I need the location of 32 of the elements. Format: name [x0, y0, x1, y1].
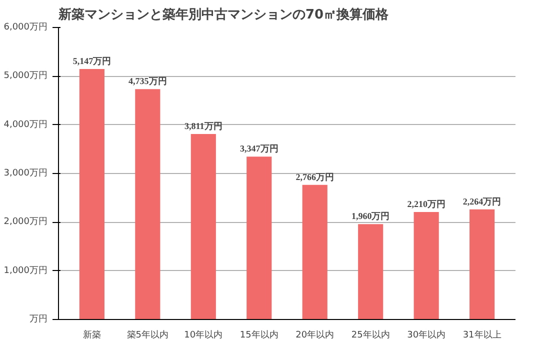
y-tick-label: 1,000万円 [4, 266, 48, 276]
bar [358, 224, 384, 320]
data-label: 4,735万円 [128, 76, 167, 86]
bar [79, 69, 104, 320]
bar [190, 134, 216, 320]
x-tick-label: 10年以内 [184, 330, 223, 340]
bar [470, 209, 495, 320]
x-tick-label: 25年以内 [351, 330, 390, 340]
bar [246, 156, 272, 320]
y-tick-label: 2,000万円 [4, 217, 48, 228]
y-tick-label: 3,000万円 [4, 168, 48, 178]
bar [302, 184, 328, 320]
bar [414, 212, 439, 320]
data-label: 3,811万円 [184, 121, 222, 132]
data-label: 2,210万円 [407, 198, 446, 209]
data-label: 5,147万円 [72, 56, 112, 66]
chart-title: 新築マンションと築年別中古マンションの70㎡換算価格 [58, 6, 390, 22]
data-label: 2,264万円 [462, 196, 502, 206]
y-tick-label: 6,000万円 [4, 22, 48, 32]
y-tick-label: 5,000万円 [4, 71, 48, 82]
bar [135, 89, 160, 320]
data-label: 1,960万円 [351, 211, 390, 222]
data-label: 2,766万円 [296, 172, 334, 182]
data-label: 3,347万円 [240, 144, 278, 154]
x-tick-label: 20年以内 [296, 330, 334, 340]
x-tick-label: 31年以上 [462, 330, 502, 340]
y-tick-label: 4,000万円 [4, 120, 48, 130]
x-tick-label: 築5年以内 [126, 330, 169, 340]
y-tick-label: 万円 [30, 314, 48, 324]
x-tick-label: 15年以内 [240, 330, 278, 340]
x-tick-label: 30年以内 [407, 330, 446, 340]
x-tick-label: 新築 [82, 330, 101, 340]
